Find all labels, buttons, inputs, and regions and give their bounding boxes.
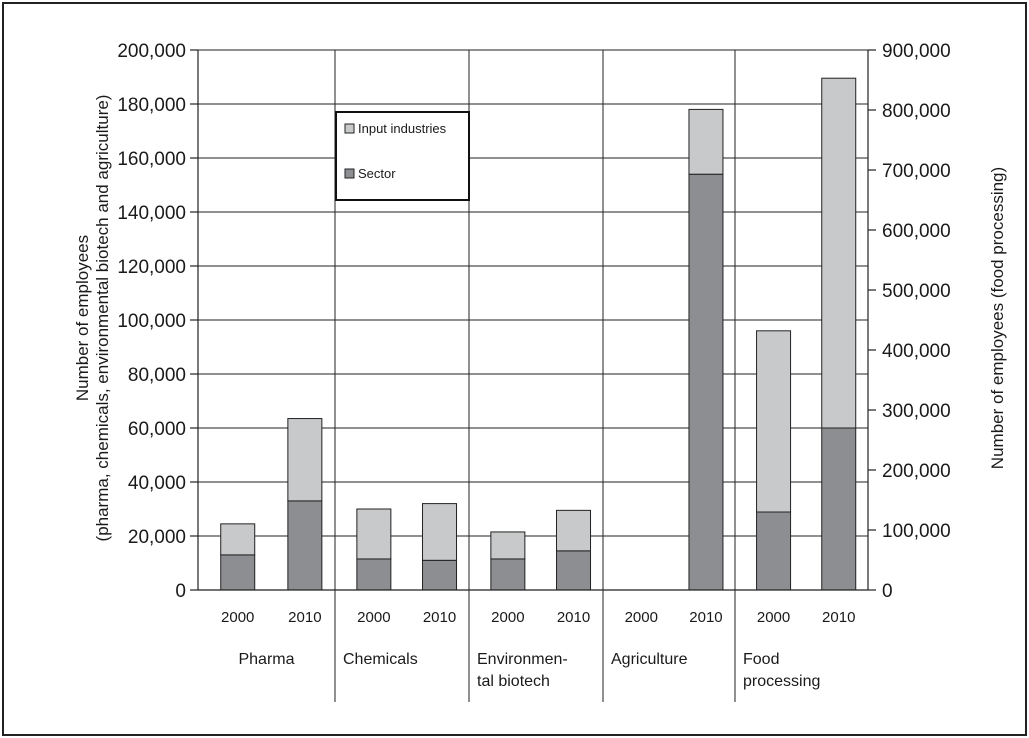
bars-layer bbox=[220, 77, 857, 591]
bar-sector bbox=[556, 550, 592, 591]
x-year-label: 2010 bbox=[288, 609, 321, 626]
legend-label: Sector bbox=[358, 166, 396, 181]
y-right-tick-label: 400,000 bbox=[882, 341, 951, 362]
y-left-tick-label: 20,000 bbox=[128, 527, 186, 548]
bar-input-industries bbox=[821, 77, 857, 429]
y-right-tick-label: 700,000 bbox=[882, 161, 951, 182]
y-right-tick-label: 300,000 bbox=[882, 401, 951, 422]
y-left-tick-label: 80,000 bbox=[128, 365, 186, 386]
x-group-label: Agriculture bbox=[611, 651, 688, 668]
legend-label: Input industries bbox=[358, 121, 447, 136]
legend-box bbox=[335, 111, 470, 201]
bar-sector bbox=[688, 173, 724, 591]
y-right-axis-title: Number of employees (food processing) bbox=[988, 167, 1007, 469]
bar-input-industries bbox=[356, 508, 392, 560]
y-left-tick-label: 180,000 bbox=[117, 95, 186, 116]
y-left-tick-label: 140,000 bbox=[117, 203, 186, 224]
bar-sector bbox=[220, 554, 256, 591]
y-left-tick-label: 60,000 bbox=[128, 419, 186, 440]
y-left-tick-label: 200,000 bbox=[117, 41, 186, 62]
bar-sector bbox=[422, 559, 458, 591]
bar-input-industries bbox=[220, 523, 256, 556]
legend-swatch bbox=[344, 123, 355, 134]
x-group-label: Chemicals bbox=[343, 651, 418, 668]
y-right-tick-label: 900,000 bbox=[882, 41, 951, 62]
bar-sector bbox=[356, 558, 392, 591]
labels-layer: 0 20,000 40,000 60,000 80,000 100,000 120,000 1… bbox=[73, 41, 1007, 690]
x-year-label: 2000 bbox=[357, 609, 390, 626]
y-left-axis-title-line: (pharma, chemicals, environmental biotec… bbox=[93, 95, 112, 542]
x-group-label: Food bbox=[743, 651, 779, 668]
y-right-tick-label: 100,000 bbox=[882, 521, 951, 542]
x-group-label: tal biotech bbox=[477, 673, 550, 690]
x-year-label: 2010 bbox=[557, 609, 590, 626]
x-year-label: 2000 bbox=[491, 609, 524, 626]
x-year-label: 2000 bbox=[221, 609, 254, 626]
bar-input-industries bbox=[756, 330, 792, 513]
y-left-tick-label: 120,000 bbox=[117, 257, 186, 278]
legend: Input industries Sector bbox=[335, 111, 470, 201]
bar-input-industries bbox=[287, 418, 323, 502]
y-left-tick-label: 100,000 bbox=[117, 311, 186, 332]
y-left-tick-label: 40,000 bbox=[128, 473, 186, 494]
bar-input-industries bbox=[556, 509, 592, 552]
y-right-tick-label: 800,000 bbox=[882, 101, 951, 122]
bar-sector bbox=[756, 511, 792, 591]
x-year-label: 2010 bbox=[822, 609, 855, 626]
y-left-tick-label: 0 bbox=[175, 581, 186, 602]
x-year-label: 2000 bbox=[757, 609, 790, 626]
y-left-axis-title: Number of employees(pharma, chemicals, e… bbox=[73, 95, 112, 542]
bar-sector bbox=[821, 427, 857, 591]
bar-input-industries bbox=[490, 531, 526, 560]
y-right-tick-label: 0 bbox=[882, 581, 893, 602]
bar-input-industries bbox=[422, 503, 458, 561]
x-year-label: 2010 bbox=[423, 609, 456, 626]
y-right-tick-label: 200,000 bbox=[882, 461, 951, 482]
y-left-tick-label: 160,000 bbox=[117, 149, 186, 170]
bar-sector bbox=[490, 558, 526, 591]
x-group-label: Pharma bbox=[238, 651, 294, 668]
x-year-label: 2000 bbox=[625, 609, 658, 626]
y-left-axis-title-line: Number of employees bbox=[73, 235, 92, 401]
x-group-label: Environmen- bbox=[477, 651, 568, 668]
y-right-tick-label: 600,000 bbox=[882, 221, 951, 242]
x-year-label: 2010 bbox=[689, 609, 722, 626]
x-group-label: processing bbox=[743, 673, 820, 690]
bar-sector bbox=[287, 500, 323, 591]
bar-input-industries bbox=[688, 108, 724, 175]
y-right-tick-label: 500,000 bbox=[882, 281, 951, 302]
legend-swatch bbox=[344, 168, 355, 179]
